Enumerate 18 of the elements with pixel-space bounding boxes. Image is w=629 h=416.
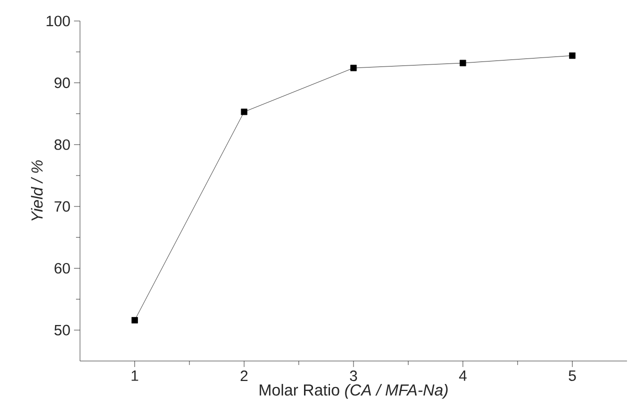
y-tick-label: 80 xyxy=(54,139,70,150)
y-tick-label: 60 xyxy=(54,262,70,274)
point xyxy=(132,317,138,324)
x-tick-label: 1 xyxy=(132,370,138,381)
point xyxy=(240,108,248,116)
point xyxy=(460,60,466,66)
x-tick-label: 3 xyxy=(350,370,358,382)
y-tick-label: 70 xyxy=(54,201,70,212)
x-tick-label: 5 xyxy=(568,370,576,381)
y-tick-label: 100 xyxy=(46,16,70,26)
x-axis-title: Molar Ratio (CA / MFA-Na) xyxy=(260,384,448,399)
y-axis-title: Yield / % xyxy=(31,160,43,221)
y-tick-label: 90 xyxy=(54,78,70,88)
y-tick-label: 50 xyxy=(54,324,70,336)
point xyxy=(569,52,576,59)
point xyxy=(350,64,357,72)
x-tick-label: 2 xyxy=(240,370,248,381)
x-tick-label: 4 xyxy=(459,370,467,381)
